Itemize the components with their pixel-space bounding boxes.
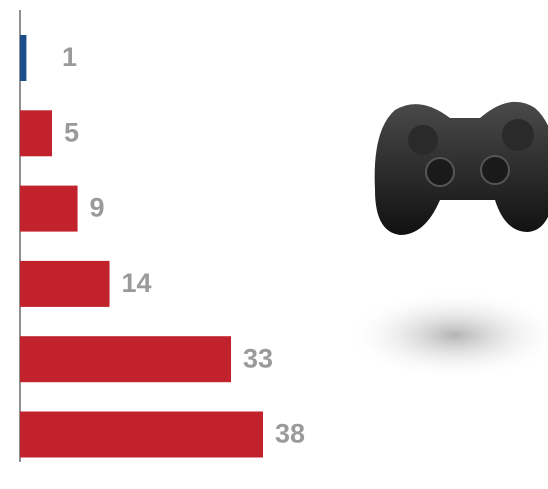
bar xyxy=(20,260,110,307)
data-label: 1 xyxy=(62,42,77,72)
bar xyxy=(20,185,78,232)
data-label: 38 xyxy=(275,419,305,449)
bar xyxy=(20,110,52,157)
data-label: 5 xyxy=(64,117,79,147)
data-label: 33 xyxy=(243,343,273,373)
bar xyxy=(20,411,263,458)
data-label: 14 xyxy=(122,268,152,298)
bar xyxy=(20,336,232,383)
bar xyxy=(20,35,27,81)
controller-illustration xyxy=(345,102,548,380)
data-label: 9 xyxy=(90,193,105,223)
